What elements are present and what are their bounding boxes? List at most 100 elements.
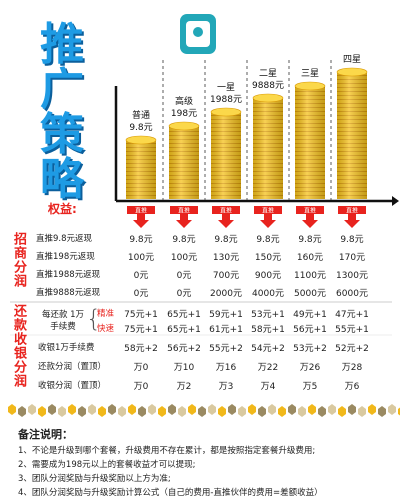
cell: 万4 bbox=[260, 382, 276, 392]
cell: 6000元 bbox=[336, 289, 368, 299]
coin-shade bbox=[253, 98, 283, 199]
cell: 65元+1 bbox=[167, 325, 201, 335]
tier-name: 一星 bbox=[217, 82, 235, 93]
cell: 0元 bbox=[133, 289, 149, 299]
cell: 万2 bbox=[176, 382, 192, 392]
tier-name: 三星 bbox=[301, 68, 319, 79]
hexagon bbox=[198, 406, 206, 417]
benefits-label: 权益: bbox=[48, 202, 77, 216]
cell: 61元+1 bbox=[209, 325, 243, 335]
arrow-label: 直推 bbox=[304, 207, 316, 215]
hexagon bbox=[58, 406, 66, 417]
cell: 4000元 bbox=[252, 289, 284, 299]
hexagon bbox=[378, 406, 386, 417]
row-label: 快速 bbox=[97, 324, 115, 334]
row-label: 直推9888元返现 bbox=[36, 288, 101, 298]
cell: 55元+1 bbox=[335, 325, 369, 335]
hexagon bbox=[168, 404, 176, 415]
note-item: 2、需要成为198元以上的套餐收益才可以提现; bbox=[18, 460, 196, 470]
cell: 9.8元 bbox=[129, 235, 153, 245]
cell: 160元 bbox=[296, 253, 324, 263]
tier-name: 高级 bbox=[175, 95, 193, 107]
section-title: 招商分润 bbox=[11, 232, 26, 288]
cell: 0元 bbox=[176, 271, 192, 281]
row-label: 每还款 1万手续费 bbox=[41, 310, 85, 332]
cell: 47元+1 bbox=[335, 310, 369, 320]
hexagon bbox=[178, 406, 186, 417]
cell: 65元+1 bbox=[167, 310, 201, 320]
row-label: 直推1988元返现 bbox=[36, 270, 101, 280]
hexagon bbox=[48, 404, 56, 415]
coin-shade bbox=[169, 126, 199, 199]
cell: 58元+1 bbox=[251, 325, 285, 335]
coin-top bbox=[336, 67, 368, 77]
hexagon bbox=[328, 404, 336, 415]
tier-price: 1988元 bbox=[210, 95, 242, 105]
cell: 170元 bbox=[338, 253, 366, 263]
cell: 9.8元 bbox=[256, 235, 280, 245]
cell: 100元 bbox=[127, 253, 155, 263]
cell: 9.8元 bbox=[214, 235, 238, 245]
row-label: 精准 bbox=[97, 309, 115, 319]
arrow-label-bg bbox=[127, 206, 155, 214]
tier-price: 9.8元 bbox=[129, 123, 152, 133]
red-arrow bbox=[133, 214, 149, 228]
hexagon bbox=[148, 404, 156, 415]
coin-top bbox=[294, 81, 326, 91]
tier-price: 198元 bbox=[171, 109, 197, 119]
red-arrow bbox=[302, 214, 318, 228]
row-label: 还款分润（置顶） bbox=[38, 362, 107, 372]
cell: 53元+1 bbox=[251, 310, 285, 320]
cell: 53元+2 bbox=[293, 344, 327, 354]
coin-shade bbox=[295, 86, 325, 199]
coin-top bbox=[252, 93, 284, 103]
arrow-label-bg bbox=[296, 206, 324, 214]
hexagon bbox=[318, 406, 326, 417]
cell: 59元+1 bbox=[209, 310, 243, 320]
hexagon bbox=[278, 406, 286, 417]
notes-title: 备注说明： bbox=[18, 428, 73, 441]
hexagon bbox=[348, 404, 356, 415]
cell: 1100元 bbox=[294, 271, 326, 281]
hexagon bbox=[228, 404, 236, 415]
tier-name: 普通 bbox=[132, 109, 150, 121]
hexagon bbox=[188, 404, 196, 415]
tier-price: 9888元 bbox=[252, 81, 284, 91]
cell: 5000元 bbox=[294, 289, 326, 299]
coin-shade bbox=[211, 112, 241, 199]
hexagon bbox=[338, 406, 346, 417]
hexagon bbox=[368, 404, 376, 415]
cell: 150元 bbox=[254, 253, 282, 263]
hexagon bbox=[298, 406, 306, 417]
hexagon bbox=[38, 406, 46, 417]
main-title: 推广策略 bbox=[40, 19, 84, 205]
coin-top bbox=[125, 135, 157, 145]
arrow-label-bg bbox=[338, 206, 366, 214]
arrow-label: 直推 bbox=[135, 207, 147, 215]
arrow-label-bg bbox=[212, 206, 240, 214]
hexagon bbox=[158, 406, 166, 417]
cell: 万26 bbox=[299, 363, 321, 373]
cell: 56元+1 bbox=[293, 325, 327, 335]
red-arrow bbox=[218, 214, 234, 228]
cell: 2000元 bbox=[210, 289, 242, 299]
row-label: 直推9.8元返现 bbox=[36, 234, 93, 244]
cell: 0元 bbox=[176, 289, 192, 299]
coin-shade bbox=[126, 140, 156, 199]
hexagon bbox=[308, 404, 316, 415]
cell: 700元 bbox=[212, 271, 240, 281]
cell: 万0 bbox=[133, 363, 149, 373]
hexagon bbox=[358, 406, 366, 417]
cell: 万22 bbox=[257, 363, 279, 373]
hexagon bbox=[28, 404, 36, 415]
red-arrow bbox=[260, 214, 276, 228]
hexagon bbox=[78, 406, 86, 417]
arrow-label-bg bbox=[254, 206, 282, 214]
row-label: 直推198元返现 bbox=[36, 252, 95, 262]
cell: 0元 bbox=[133, 271, 149, 281]
coin-top bbox=[210, 107, 242, 117]
red-arrow bbox=[344, 214, 360, 228]
arrow-label-bg bbox=[170, 206, 198, 214]
cell: 100元 bbox=[170, 253, 198, 263]
row-label: 收银1万手续费 bbox=[38, 343, 95, 353]
